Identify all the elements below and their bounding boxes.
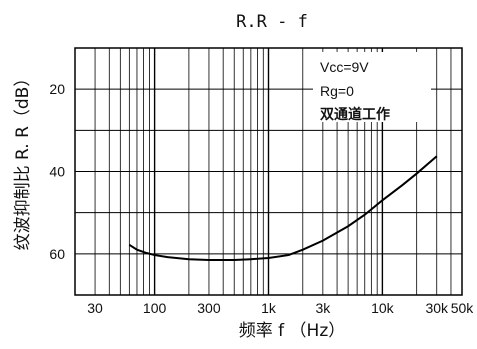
annotation-box-bg	[313, 52, 431, 122]
annotation-vcc: Vcc=9V	[320, 59, 369, 75]
x-tick-label: 3k	[315, 300, 331, 316]
y-tick-labels: 20 40 60	[49, 81, 65, 262]
y-axis-label: 纹波抑制比 R. R（dB）	[13, 70, 33, 251]
rr-curve-line	[128, 155, 438, 262]
y-tick-label: 20	[49, 81, 65, 97]
annotation-rg: Rg=0	[320, 83, 354, 99]
x-tick-label: 300	[197, 300, 221, 316]
x-axis-label: 频率 f （Hz）	[239, 321, 346, 341]
plot-area-border	[74, 47, 463, 296]
x-tick-label: 30	[87, 300, 103, 316]
x-tick-labels: 30 100 300 1k 3k 10k 30k 50k	[87, 300, 474, 316]
y-tick-label: 60	[49, 246, 65, 262]
chart-title: R.R - f	[236, 12, 308, 32]
x-tick-label: 50k	[451, 300, 475, 316]
grid-major-lines	[75, 48, 462, 295]
x-tick-label: 10k	[371, 300, 395, 316]
annotation-dual-channel: 双通道工作	[320, 106, 390, 123]
x-tick-label: 100	[143, 300, 167, 316]
x-tick-label: 30k	[425, 300, 449, 316]
y-tick-label: 40	[49, 164, 65, 180]
x-tick-label: 1k	[261, 300, 277, 316]
